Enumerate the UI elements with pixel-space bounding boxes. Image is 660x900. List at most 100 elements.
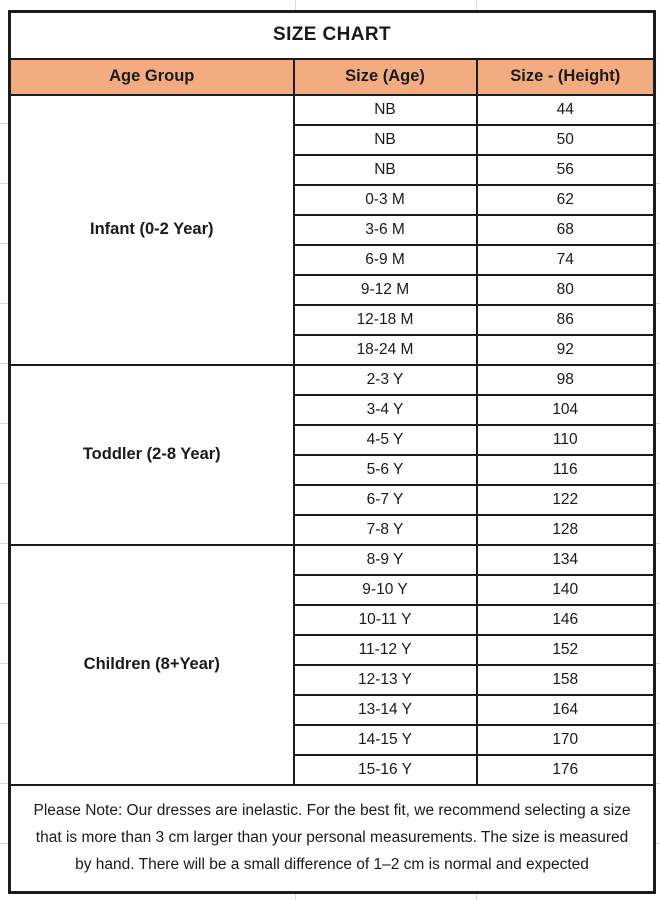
table-row: 13-14 Y 164 [10,693,657,726]
size-age-cell: 9-10 Y [292,573,478,606]
table-row: 14-15 Y 170 [10,723,657,756]
table-row: 10-11 Y 146 [10,603,657,636]
spreadsheet-gridline [0,603,8,604]
table-row: 9-10 Y 140 [10,573,657,606]
size-height-cell: 116 [475,453,657,486]
spreadsheet-gridline [653,303,660,304]
table-row: 3-6 M 68 [10,213,657,246]
spreadsheet-gridline [0,543,8,544]
spreadsheet-gridline [653,723,660,724]
size-age-cell: 7-8 Y [292,513,478,546]
spreadsheet-gridline [0,243,8,244]
size-age-cell: 15-16 Y [292,753,478,786]
spreadsheet-gridline [653,543,660,544]
age-group-cell: Infant (0-2 Year) [8,93,295,366]
size-height-cell: 146 [475,603,657,636]
column-header-size-age: Size (Age) [292,57,478,96]
size-height-cell: 152 [475,633,657,666]
table-row: 6-7 Y 122 [10,483,657,516]
size-age-cell: 8-9 Y [292,543,478,576]
size-height-cell: 92 [475,333,657,366]
size-height-cell: 80 [475,273,657,306]
spreadsheet-gridline [0,303,8,304]
table-row: 11-12 Y 152 [10,633,657,666]
spreadsheet-gridline [653,123,660,124]
spreadsheet-gridline [0,363,8,364]
table-row: 6-9 M 74 [10,243,657,276]
table-row: Toddler (2-8 Year) 2-3 Y 98 [8,363,657,546]
size-age-cell: 4-5 Y [292,423,478,456]
spreadsheet-gridline [0,663,8,664]
chart-title: SIZE CHART [7,10,657,60]
note-row: Please Note: Our dresses are inelastic. … [7,783,657,894]
size-age-cell: 13-14 Y [292,693,478,726]
size-height-cell: 62 [475,183,657,216]
size-height-cell: 164 [475,693,657,726]
age-group-cell: Children (8+Year) [8,543,295,786]
size-age-cell: 12-13 Y [292,663,478,696]
size-age-cell: 0-3 M [292,183,478,216]
table-row: 4-5 Y 110 [10,423,657,456]
spreadsheet-gridline [0,423,8,424]
table-row: NB 56 [10,153,657,186]
size-age-cell: 5-6 Y [292,453,478,486]
spreadsheet-gridline [653,363,660,364]
table-row: 12-18 M 86 [10,303,657,336]
spreadsheet-gridline [653,423,660,424]
size-height-cell: 158 [475,663,657,696]
size-age-cell: 10-11 Y [292,603,478,636]
size-age-cell: 11-12 Y [292,633,478,666]
size-height-cell: 176 [475,753,657,786]
size-height-cell: 98 [475,363,657,396]
size-age-cell: NB [292,93,478,126]
spreadsheet-gridline [0,183,8,184]
size-age-cell: 12-18 M [292,303,478,336]
table-row: 9-12 M 80 [10,273,657,306]
spreadsheet-gridline [653,843,660,844]
size-height-cell: 134 [475,543,657,576]
table-row: NB 50 [10,123,657,156]
size-note-text: Please Note: Our dresses are inelastic. … [7,783,657,894]
size-age-cell: 6-7 Y [292,483,478,516]
spreadsheet-gridline [476,0,477,10]
table-row: 18-24 M 92 [10,333,657,366]
column-header-row: Age Group Size (Age) Size - (Height) [8,57,657,96]
spreadsheet-gridline [0,843,8,844]
spreadsheet-gridline [476,891,477,900]
spreadsheet-gridline [653,183,660,184]
spreadsheet-gridline [653,483,660,484]
spreadsheet-gridline [653,243,660,244]
table-row: Children (8+Year) 8-9 Y 134 [8,543,657,786]
size-age-cell: 3-6 M [292,213,478,246]
size-height-cell: 122 [475,483,657,516]
size-age-cell: 9-12 M [292,273,478,306]
size-chart-table: SIZE CHART Age Group Size (Age) Size - (… [7,10,657,894]
size-height-cell: 110 [475,423,657,456]
table-row: 7-8 Y 128 [10,513,657,546]
table-row: 5-6 Y 116 [10,453,657,486]
table-row: Infant (0-2 Year) NB 44 [8,93,657,366]
size-age-cell: 18-24 M [292,333,478,366]
size-height-cell: 86 [475,303,657,336]
size-height-cell: 128 [475,513,657,546]
size-age-cell: NB [292,123,478,156]
spreadsheet-gridline [0,483,8,484]
spreadsheet-gridline [0,123,8,124]
column-header-age-group: Age Group [8,57,295,96]
spreadsheet-gridline [653,783,660,784]
size-age-cell: 3-4 Y [292,393,478,426]
size-height-cell: 44 [475,93,657,126]
table-row: 0-3 M 62 [10,183,657,216]
spreadsheet-gridline [0,783,8,784]
size-height-cell: 74 [475,243,657,276]
title-row: SIZE CHART [7,10,657,60]
age-group-cell: Toddler (2-8 Year) [8,363,295,546]
table-row: 3-4 Y 104 [10,393,657,426]
size-age-cell: 2-3 Y [292,363,478,396]
spreadsheet-gridline [0,723,8,724]
size-age-cell: NB [292,153,478,186]
size-height-cell: 50 [475,123,657,156]
table-row: 15-16 Y 176 [10,753,657,786]
size-age-cell: 14-15 Y [292,723,478,756]
